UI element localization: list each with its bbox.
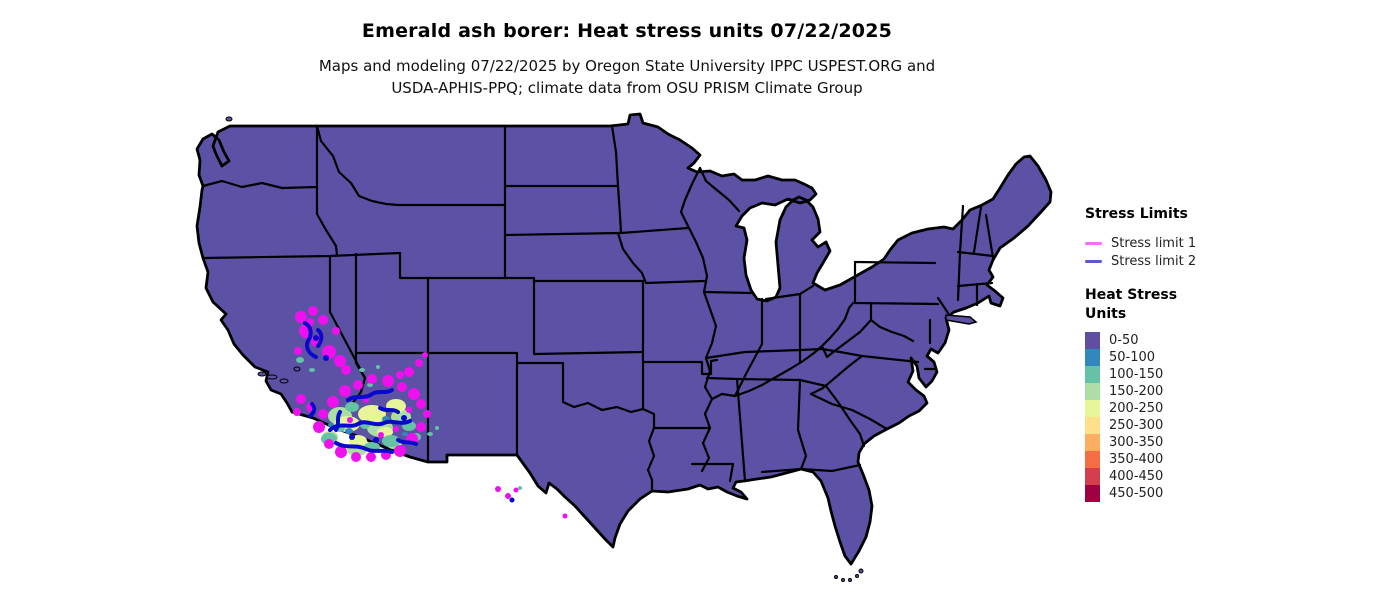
heat-class-swatch (1085, 400, 1100, 417)
heat-class-label: 350-400 (1109, 452, 1164, 467)
heat-class-row-6: 300-350 (1085, 434, 1235, 451)
stress-limit2-contours (303, 321, 418, 454)
heat-class-label: 50-100 (1109, 350, 1156, 365)
heat-class-swatch (1085, 468, 1100, 485)
heat-class-label: 450-500 (1109, 486, 1164, 501)
heat-stress-legend-classes: 0-50 50-100 100-150 150-200 200-250 250-300 30… (1085, 332, 1235, 502)
stress-limit2-dots (313, 335, 515, 503)
legend-panel: Stress Limits Stress limit 1 Stress limit… (1085, 206, 1235, 502)
heat-class-row-5: 250-300 (1085, 417, 1235, 434)
heat-class-swatch (1085, 349, 1100, 366)
heat-stress-legend-title-line1: Heat Stress (1085, 287, 1178, 303)
heat-stress-legend-title-line2: Units (1085, 306, 1127, 322)
stress-limit-label: Stress limit 1 (1111, 235, 1197, 251)
heat-stress-legend-title: Heat Stress Units (1085, 286, 1235, 324)
state-borders (201, 124, 995, 493)
stress-limit-line-swatch (1085, 259, 1102, 263)
heat-class-label: 300-350 (1109, 435, 1164, 450)
heat-class-label: 400-450 (1109, 469, 1164, 484)
heat-class-label: 150-200 (1109, 384, 1164, 399)
heat-class-swatch (1085, 451, 1100, 468)
stress-limit1-contours (293, 306, 568, 519)
heat-class-row-9: 450-500 (1085, 485, 1235, 502)
heat-class-swatch (1085, 485, 1100, 502)
heat-class-row-7: 350-400 (1085, 451, 1235, 468)
stress-limit-label: Stress limit 2 (1111, 253, 1197, 269)
heat-class-swatch (1085, 332, 1100, 349)
heat-class-row-0: 0-50 (1085, 332, 1235, 349)
islands (225, 116, 978, 582)
heat-class-row-2: 100-150 (1085, 366, 1235, 383)
subtitle-line-2: USDA-APHIS-PPQ; climate data from OSU PR… (391, 79, 863, 97)
heat-class-swatch (1085, 417, 1100, 434)
stress-limits-legend-items: Stress limit 1 Stress limit 2 (1085, 234, 1235, 270)
long-island (945, 314, 978, 325)
page-subtitle: Maps and modeling 07/22/2025 by Oregon S… (0, 55, 1254, 99)
us-outline (195, 112, 1053, 566)
heat-class-row-8: 400-450 (1085, 468, 1235, 485)
heat-class-label: 0-50 (1109, 333, 1139, 348)
heat-class-label: 200-250 (1109, 401, 1164, 416)
heat-class-label: 250-300 (1109, 418, 1164, 433)
heat-class-swatch (1085, 366, 1100, 383)
subtitle-line-1: Maps and modeling 07/22/2025 by Oregon S… (318, 57, 936, 75)
map-title-text: Emerald ash borer: Heat stress units 07/… (361, 20, 893, 42)
heat-class-swatch (1085, 434, 1100, 451)
heat-class-row-1: 50-100 (1085, 349, 1235, 366)
heat-class-label: 100-150 (1109, 367, 1164, 382)
stress-limit-item-2: Stress limit 2 (1085, 252, 1235, 270)
stress-limits-legend-title: Stress Limits (1085, 206, 1188, 222)
stress-limit-item-1: Stress limit 1 (1085, 234, 1235, 252)
page-title: Emerald ash borer: Heat stress units 07/… (0, 20, 1254, 42)
heat-class-row-4: 200-250 (1085, 400, 1235, 417)
stress-limit-line-swatch (1085, 241, 1102, 245)
heat-class-row-3: 150-200 (1085, 383, 1235, 400)
heat-class-swatch (1085, 383, 1100, 400)
